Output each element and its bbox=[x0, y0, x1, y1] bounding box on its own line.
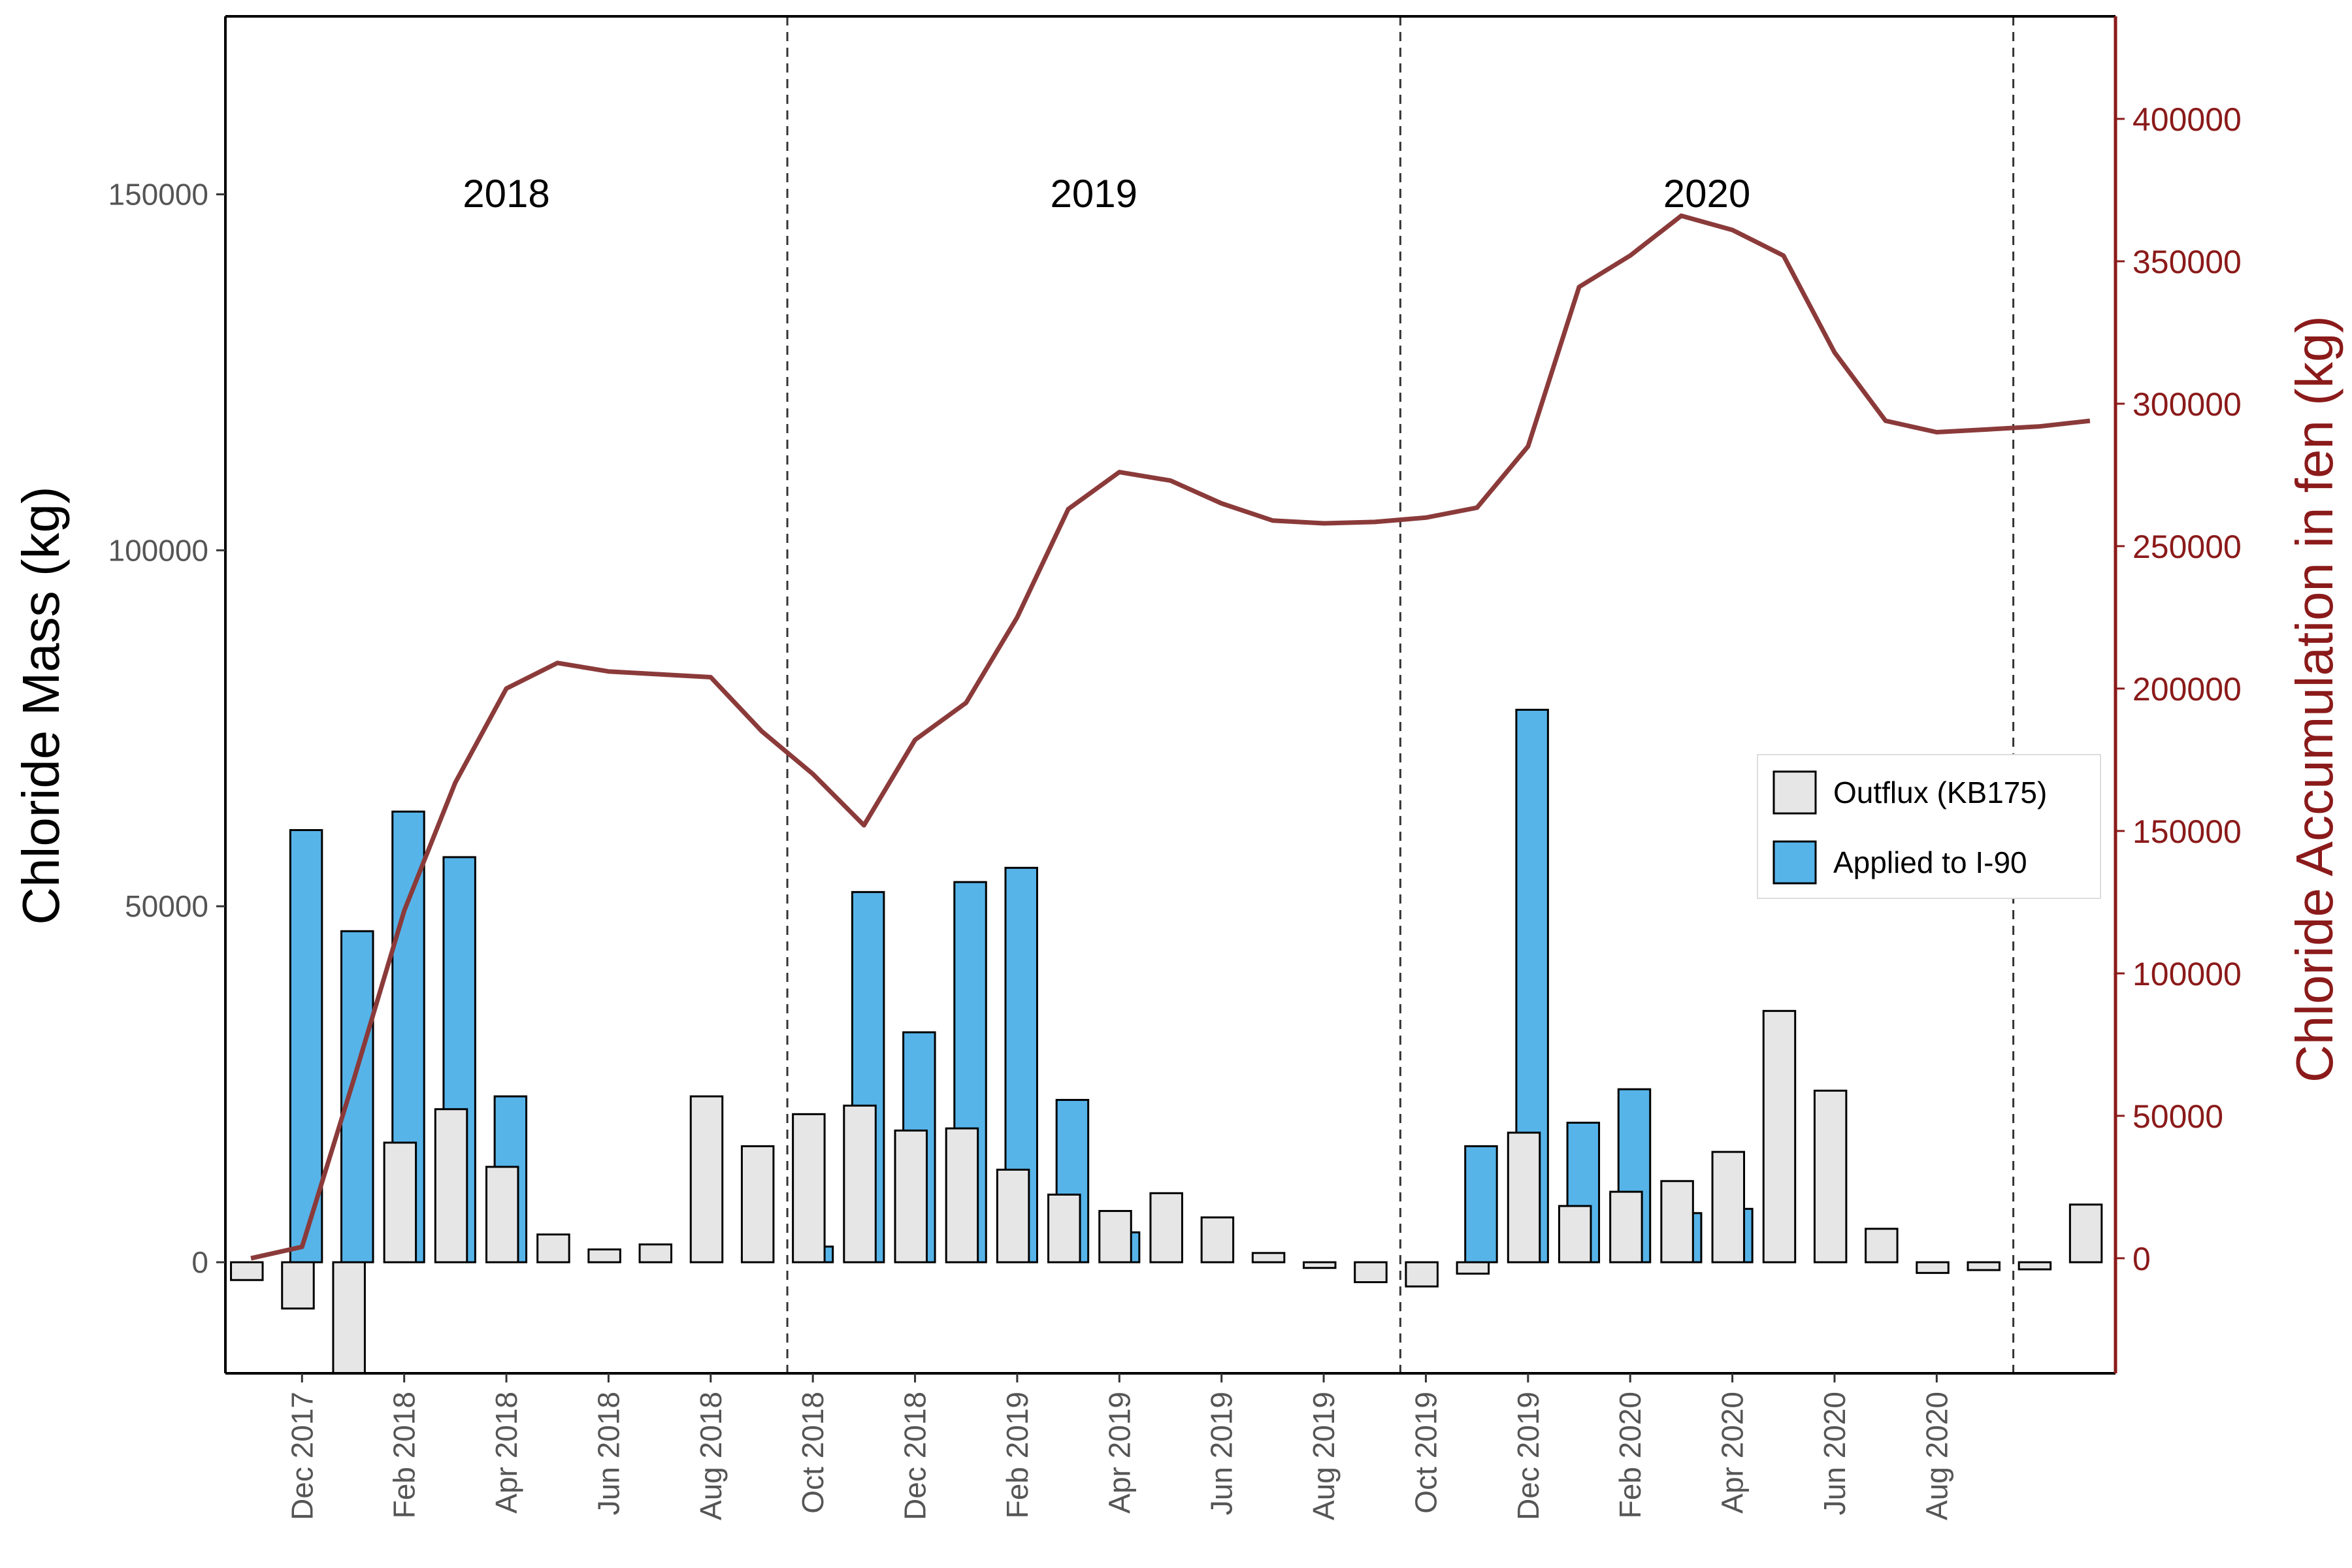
legend-label-outflux: Outflux (KB175) bbox=[1833, 776, 2047, 809]
outflux-bar-jan-2019 bbox=[945, 1127, 979, 1264]
applied-bar-nov-2019 bbox=[1464, 1145, 1498, 1264]
outflux-bar-oct-2019 bbox=[1405, 1261, 1439, 1288]
left-tick-label: 0 bbox=[191, 1245, 208, 1279]
outflux-bar-may-2018 bbox=[536, 1233, 570, 1264]
outflux-bar-jun-2020 bbox=[1813, 1089, 1848, 1264]
year-label-2018: 2018 bbox=[463, 172, 549, 216]
legend-swatch-outflux bbox=[1772, 770, 1817, 815]
legend-swatch-applied bbox=[1772, 840, 1817, 885]
x-tick-label: Jun 2019 bbox=[1205, 1392, 1239, 1515]
year-label-2019: 2019 bbox=[1050, 172, 1137, 216]
left-tick-label: 100000 bbox=[108, 533, 209, 567]
outflux-bar-jul-2018 bbox=[638, 1243, 673, 1264]
outflux-bar-jan-2020 bbox=[1558, 1205, 1592, 1264]
right-tick-label: 50000 bbox=[2132, 1098, 2223, 1135]
ticks-layer: 0 50000 100000 150000 0 50000 100000 150000 2000… bbox=[108, 101, 2242, 1520]
right-tick-label: 400000 bbox=[2132, 101, 2242, 138]
outflux-bar-nov-2020 bbox=[2068, 1203, 2103, 1264]
x-tick-label: Feb 2019 bbox=[1000, 1392, 1034, 1518]
left-tick-label: 50000 bbox=[125, 889, 208, 923]
x-tick-label: Apr 2018 bbox=[489, 1392, 523, 1514]
outflux-bar-may-2019 bbox=[1149, 1192, 1183, 1264]
outflux-bar-feb-2020 bbox=[1609, 1190, 1643, 1264]
y-axis-title-left: Chloride Mass (kg) bbox=[12, 486, 70, 924]
right-tick-label: 200000 bbox=[2132, 671, 2242, 708]
plot-frame-layer bbox=[224, 15, 2117, 1375]
x-tick-label: Oct 2018 bbox=[796, 1392, 830, 1514]
outflux-bar-dec-2018 bbox=[894, 1129, 928, 1264]
year-labels-layer: 2018 2019 2020 bbox=[463, 172, 1750, 216]
x-tick-label: Jun 2020 bbox=[1818, 1392, 1852, 1515]
outflux-bar-nov-2019 bbox=[1456, 1261, 1490, 1275]
outflux-bar-oct-2020 bbox=[2017, 1261, 2052, 1271]
legend-label-applied: Applied to I-90 bbox=[1833, 845, 2027, 879]
right-tick-label: 350000 bbox=[2132, 244, 2242, 280]
outflux-bar-jan-2018 bbox=[332, 1261, 366, 1375]
outflux-bar-aug-2018 bbox=[689, 1095, 724, 1264]
outflux-bar-nov-2018 bbox=[843, 1104, 877, 1264]
right-tick-label: 300000 bbox=[2132, 386, 2242, 423]
outflux-bar-sep-2018 bbox=[740, 1145, 775, 1264]
outflux-bar-jul-2020 bbox=[1865, 1228, 1899, 1264]
y-axis-title-right: Chloride Accumulation in fen (kg) bbox=[2285, 316, 2344, 1083]
x-tick-label: Aug 2020 bbox=[1919, 1392, 1953, 1520]
x-tick-label: Dec 2017 bbox=[285, 1392, 319, 1520]
x-tick-label: Feb 2020 bbox=[1613, 1392, 1647, 1518]
x-tick-label: Apr 2019 bbox=[1102, 1392, 1136, 1514]
outflux-bar-sep-2019 bbox=[1354, 1261, 1388, 1284]
outflux-bar-apr-2019 bbox=[1098, 1210, 1132, 1264]
outflux-bar-feb-2018 bbox=[383, 1141, 417, 1264]
applied-bar-dec-2017 bbox=[289, 829, 323, 1264]
x-tick-label: Jun 2018 bbox=[591, 1392, 625, 1515]
right-tick-label: 100000 bbox=[2132, 956, 2242, 992]
accumulation-line-layer bbox=[250, 213, 2091, 1261]
outflux-bar-sep-2020 bbox=[1967, 1261, 2001, 1271]
outflux-bar-jun-2018 bbox=[587, 1248, 621, 1264]
outflux-bar-apr-2018 bbox=[485, 1166, 519, 1264]
left-tick-label: 150000 bbox=[108, 177, 209, 211]
right-tick-label: 250000 bbox=[2132, 529, 2242, 565]
bars-layer bbox=[230, 708, 2103, 1375]
right-tick-label: 150000 bbox=[2132, 813, 2242, 850]
outflux-bar-nov-2017 bbox=[230, 1261, 264, 1281]
outflux-bar-oct-2018 bbox=[792, 1113, 826, 1264]
accumulation-line bbox=[250, 213, 2091, 1261]
year-label-2020: 2020 bbox=[1663, 172, 1750, 216]
legend: Outflux (KB175) Applied to I-90 bbox=[1757, 754, 2101, 899]
outflux-bar-mar-2020 bbox=[1660, 1180, 1694, 1264]
outflux-bar-apr-2020 bbox=[1711, 1151, 1746, 1264]
right-tick-label: 0 bbox=[2132, 1241, 2151, 1277]
outflux-bar-aug-2020 bbox=[1916, 1261, 1950, 1274]
outflux-bar-dec-2019 bbox=[1507, 1132, 1541, 1264]
x-tick-label: Oct 2019 bbox=[1409, 1392, 1443, 1514]
outflux-bar-feb-2019 bbox=[996, 1168, 1030, 1264]
outflux-bar-mar-2019 bbox=[1047, 1193, 1081, 1264]
x-tick-label: Feb 2018 bbox=[387, 1392, 421, 1518]
boundary-lines-layer bbox=[786, 16, 2015, 1373]
x-tick-label: Aug 2018 bbox=[694, 1392, 728, 1520]
x-tick-label: Aug 2019 bbox=[1307, 1392, 1341, 1520]
x-tick-label: Apr 2020 bbox=[1716, 1392, 1750, 1514]
outflux-bar-jul-2019 bbox=[1251, 1252, 1286, 1264]
outflux-bar-aug-2019 bbox=[1303, 1261, 1337, 1269]
x-tick-label: Dec 2018 bbox=[898, 1392, 932, 1520]
outflux-bar-dec-2017 bbox=[281, 1261, 315, 1310]
outflux-bar-jun-2019 bbox=[1200, 1216, 1235, 1264]
outflux-bar-may-2020 bbox=[1762, 1009, 1797, 1264]
outflux-bar-mar-2018 bbox=[434, 1108, 468, 1264]
x-tick-label: Dec 2019 bbox=[1511, 1392, 1545, 1520]
